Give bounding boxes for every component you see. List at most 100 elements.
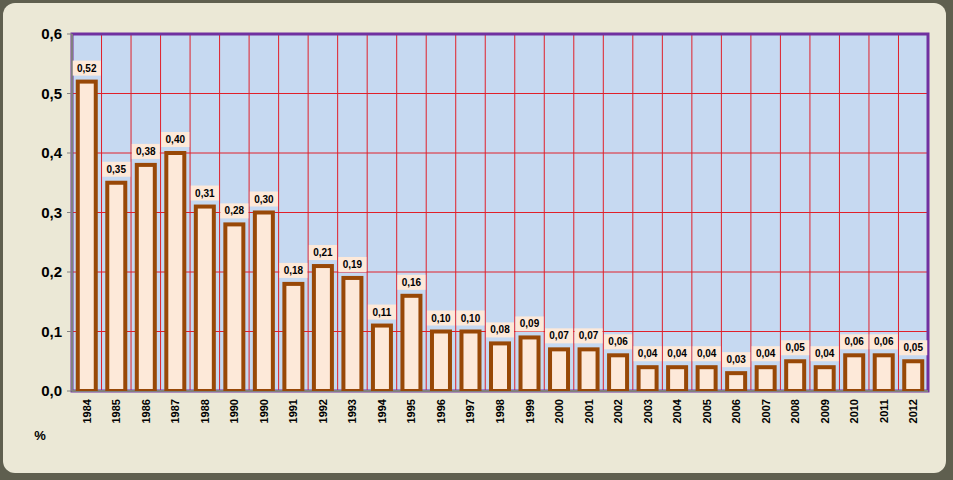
bar xyxy=(166,153,184,391)
y-tick xyxy=(67,212,72,213)
bar xyxy=(107,183,125,391)
data-label: 0,04 xyxy=(756,348,776,359)
data-label: 0,06 xyxy=(608,336,628,347)
data-label-box xyxy=(545,328,573,343)
x-tick-label: 1990 xyxy=(258,399,270,423)
outer-background xyxy=(0,0,953,480)
data-label-box xyxy=(397,275,425,290)
x-tick-label: 1993 xyxy=(346,399,358,423)
data-label: 0,31 xyxy=(195,188,215,199)
data-label: 0,07 xyxy=(549,330,569,341)
data-label: 0,40 xyxy=(166,134,186,145)
data-label: 0,07 xyxy=(579,330,599,341)
x-tick-label: 2011 xyxy=(878,399,890,423)
x-tick-label: 2006 xyxy=(730,399,742,423)
chart-background xyxy=(3,3,946,473)
bar xyxy=(137,165,155,391)
bar xyxy=(668,367,686,391)
data-label: 0,35 xyxy=(107,164,127,175)
chart: 0,00,10,20,30,40,50,60,520,350,380,400,3… xyxy=(0,0,953,480)
data-label-box xyxy=(899,340,927,355)
data-label-box xyxy=(604,334,632,349)
data-label: 0,10 xyxy=(461,313,481,324)
bar xyxy=(461,332,479,392)
data-label-box xyxy=(191,186,219,201)
x-tick-label: 2005 xyxy=(701,399,713,423)
bar xyxy=(786,361,804,391)
bar xyxy=(580,349,598,391)
data-label: 0,06 xyxy=(874,336,894,347)
y-axis-label: % xyxy=(34,428,46,443)
x-tick-label: 2008 xyxy=(789,399,801,423)
bar xyxy=(402,296,420,391)
bar xyxy=(78,82,96,391)
data-label: 0,04 xyxy=(815,348,835,359)
bar xyxy=(550,349,568,391)
data-label: 0,05 xyxy=(785,342,805,353)
data-label-box xyxy=(722,352,750,367)
data-label-box xyxy=(486,322,514,337)
bar xyxy=(816,367,834,391)
grid-line-y xyxy=(72,153,928,154)
bar xyxy=(225,224,243,391)
data-label: 0,16 xyxy=(402,277,422,288)
x-tick-label: 2003 xyxy=(642,399,654,423)
data-label: 0,10 xyxy=(431,313,451,324)
data-label: 0,38 xyxy=(136,146,156,157)
x-tick-label: 1988 xyxy=(199,399,211,423)
y-tick xyxy=(67,153,72,154)
x-tick-label: 1990 xyxy=(228,399,240,423)
x-tick-label: 2007 xyxy=(760,399,772,423)
data-label-box xyxy=(575,328,603,343)
bars xyxy=(78,82,922,391)
bar xyxy=(373,326,391,391)
data-label: 0,03 xyxy=(726,354,746,365)
data-label: 0,30 xyxy=(254,194,274,205)
y-tick-label: 0,3 xyxy=(41,204,62,221)
bar xyxy=(521,337,539,391)
y-tick-label: 0,6 xyxy=(41,25,62,42)
x-tick-label: 2000 xyxy=(553,399,565,423)
data-label: 0,04 xyxy=(667,348,687,359)
data-label: 0,52 xyxy=(77,63,97,74)
bar xyxy=(727,373,745,391)
data-labels: 0,520,350,380,400,310,280,300,180,210,19… xyxy=(73,61,927,368)
plot-area xyxy=(72,34,928,391)
bar xyxy=(314,266,332,391)
data-label-box xyxy=(279,263,307,278)
data-label-box xyxy=(368,305,396,320)
bar xyxy=(343,278,361,391)
data-label-box xyxy=(73,61,101,76)
y-tick-label: 0,4 xyxy=(41,144,63,161)
x-tick-label: 2010 xyxy=(848,399,860,423)
data-label-box xyxy=(840,334,868,349)
x-tick-label: 1994 xyxy=(376,398,388,423)
bar xyxy=(255,213,273,392)
y-tick-label: 0,2 xyxy=(41,263,62,280)
y-tick xyxy=(67,93,72,94)
data-label-box xyxy=(693,346,721,361)
bar xyxy=(698,367,716,391)
x-tick-label: 2004 xyxy=(671,398,683,423)
y-tick-label: 0,1 xyxy=(41,323,62,340)
y-tick xyxy=(67,272,72,273)
data-label: 0,09 xyxy=(520,318,540,329)
data-label: 0,06 xyxy=(844,336,864,347)
y-tick-label: 0,5 xyxy=(41,85,62,102)
bar xyxy=(491,343,509,391)
data-label: 0,11 xyxy=(372,307,391,318)
x-tick-label: 2002 xyxy=(612,399,624,423)
data-label-box xyxy=(338,257,366,272)
data-label-box xyxy=(427,311,455,326)
bar xyxy=(284,284,302,391)
data-label-box xyxy=(663,346,691,361)
x-tick-label: 1995 xyxy=(405,399,417,423)
x-tick-label: 2001 xyxy=(583,399,595,423)
bar xyxy=(609,355,627,391)
data-label: 0,08 xyxy=(490,324,510,335)
data-label-box xyxy=(102,162,130,177)
data-label: 0,04 xyxy=(697,348,717,359)
x-tick-label: 2009 xyxy=(819,399,831,423)
bar xyxy=(845,355,863,391)
data-label-box xyxy=(161,132,189,147)
